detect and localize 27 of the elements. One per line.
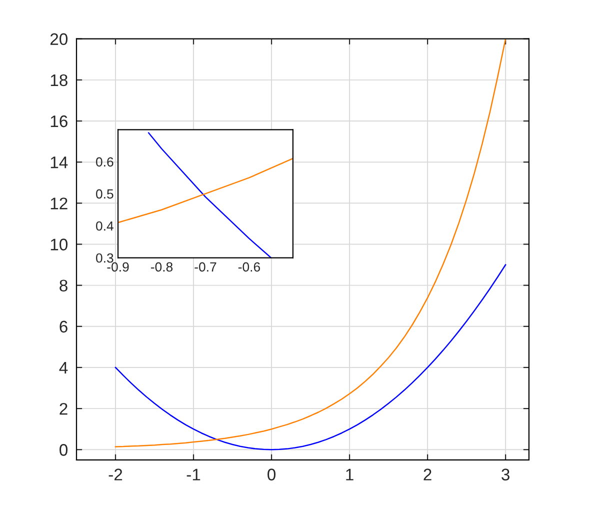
y-tick-label: 14 [50, 156, 68, 168]
x-tick-label: -0.9 [107, 262, 129, 272]
y-tick-label: 18 [50, 74, 68, 86]
y-tick-label: 10 [50, 238, 68, 250]
y-tick-label: 4 [59, 362, 68, 374]
line-series [118, 158, 293, 224]
y-tick-label: 6 [60, 320, 68, 333]
x-tick-label: -0.8 [150, 262, 173, 272]
y-tick-label: 0.6 [96, 157, 114, 167]
line-series [148, 132, 272, 258]
x-tick-label: 3 [502, 468, 510, 480]
x-tick-label: -0.7 [194, 262, 216, 272]
x-tick-label: -0.6 [238, 262, 260, 272]
y-tick-label: 0.5 [96, 189, 114, 199]
y-tick-label: 2 [60, 402, 68, 415]
y-tick-label: 20 [50, 33, 68, 46]
x-tick-label: 0 [268, 468, 276, 480]
y-tick-label: 0.3 [96, 253, 114, 263]
x-tick-label: 1 [346, 468, 354, 480]
y-tick-label: 0.4 [96, 221, 114, 231]
y-tick-label: 16 [50, 115, 68, 128]
y-tick-label: 8 [60, 280, 68, 292]
x-tick-label: -1 [186, 468, 200, 480]
y-tick-label: 0 [60, 444, 68, 456]
y-tick-label: 12 [50, 198, 68, 210]
x-tick-label: -2 [108, 468, 122, 480]
x-tick-label: 2 [424, 468, 432, 480]
